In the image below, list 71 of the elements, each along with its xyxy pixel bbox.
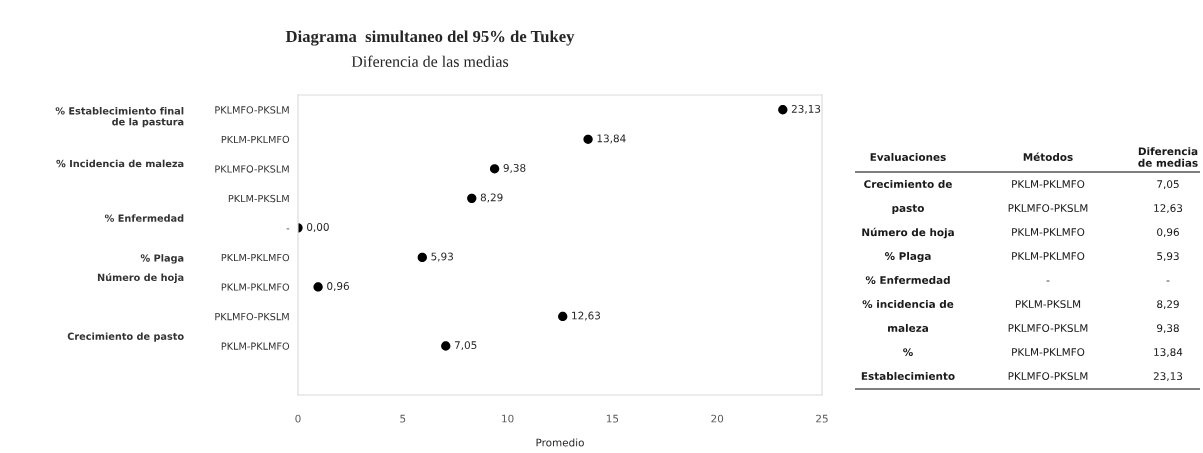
text: PKLMFO-PKSLM (1008, 372, 1088, 381)
x-tick-label: 0 (295, 414, 301, 423)
text: 13,84 (1154, 348, 1183, 358)
text: PKLMFO-PKSLM (1008, 324, 1088, 333)
data-label: 0,00 (307, 223, 329, 232)
text: 8,29 (1157, 300, 1179, 310)
point (417, 252, 427, 263)
text: 23,13 (1153, 372, 1183, 382)
text: maleza (888, 323, 928, 333)
data-label: 23,13 (791, 104, 821, 114)
text: % incidencia de (862, 299, 954, 309)
text: % Plaga (884, 251, 931, 263)
point (313, 282, 323, 292)
y-tick-label: PKLM-PKLMFO (221, 135, 290, 144)
text: % Plaga (140, 254, 184, 264)
text: 5,93 (1157, 252, 1179, 262)
text: 0,96 (1157, 228, 1179, 238)
text: PKLM-PKLMFO (1012, 180, 1085, 189)
text: Número de hoja (97, 273, 184, 284)
data-label: 12,63 (572, 311, 601, 321)
text: PKLM-PKSLM (1015, 300, 1081, 309)
y-tick-label: PKLM-PKLMFO (221, 283, 290, 291)
text: % Establecimiento final de la pastura (55, 107, 184, 128)
text: Evaluaciones (870, 152, 946, 162)
x-tick-label: 10 (502, 414, 514, 423)
x-tick-label: 15 (606, 414, 619, 423)
text: PKLM-PKLMFO (1012, 228, 1085, 237)
text: Número de hoja (862, 227, 954, 239)
y-tick-label: PKLMFO-PKSLM (215, 165, 289, 173)
y-tick-label: - (286, 228, 290, 230)
y-tick-label: PKLMFO-PKSLM (215, 106, 289, 114)
point (489, 164, 500, 174)
text: % Enfermedad (104, 214, 184, 222)
data-label: 8,29 (480, 193, 503, 203)
text: - (1166, 280, 1170, 282)
data-label: 0,96 (327, 282, 349, 292)
text: Crecimiento de (864, 179, 952, 189)
point (778, 105, 788, 115)
text: 9,38 (1157, 324, 1179, 334)
x-tick-label: 5 (400, 414, 406, 423)
point (441, 341, 451, 351)
x-tick-label: 20 (711, 414, 724, 423)
chart-subtitle: Diferencia de las medias (351, 55, 509, 67)
text: PKLM-PKLMFO (1012, 252, 1085, 261)
text: pasto (892, 204, 924, 215)
data-label: 13,84 (597, 134, 626, 144)
y-tick-label: PKLM-PKSLM (228, 194, 289, 203)
data-label: 5,93 (431, 252, 453, 262)
text: - (1046, 280, 1050, 282)
chart-title: Diagrama simultaneo del 95% de Tukey (285, 30, 575, 46)
y-tick-label: PKLM-PKLMFO (221, 253, 290, 262)
text: Establecimiento (861, 371, 955, 381)
point (467, 193, 477, 203)
y-tick-label: PKLMFO-PKSLM (215, 312, 289, 321)
text: Crecimiento de pasto (67, 332, 184, 342)
point (583, 134, 593, 144)
text: Diferencia de medias (1138, 147, 1198, 167)
point (558, 311, 568, 322)
x-tick-label: 25 (816, 414, 828, 423)
text: 7,05 (1157, 180, 1179, 190)
text: Métodos (1023, 152, 1073, 162)
text: % Enfermedad (865, 275, 950, 285)
text: 12,63 (1154, 204, 1183, 214)
data-label: 7,05 (454, 341, 477, 351)
text: % (903, 348, 913, 357)
data-label: 9,38 (503, 163, 526, 173)
x-axis-title: Promedio (536, 438, 584, 447)
text: PKLMFO-PKSLM (1008, 204, 1088, 213)
text: PKLM-PKLMFO (1012, 348, 1085, 357)
text: % Incidencia de maleza (56, 159, 184, 168)
y-tick-label: PKLM-PKLMFO (221, 342, 290, 350)
